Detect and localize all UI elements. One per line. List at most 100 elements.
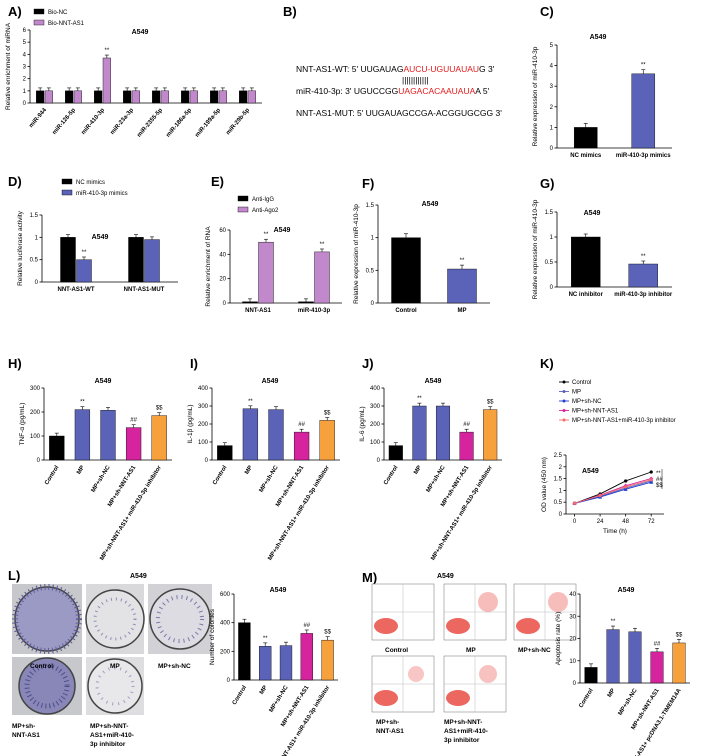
- chart-title: A549: [274, 227, 291, 234]
- dish-control-colonies: [12, 584, 82, 654]
- legend-marker: [562, 418, 566, 422]
- bar: [60, 237, 76, 283]
- x-tick-label: MP+sh-NNT-AS1+ miR-410-3p inhibitor: [99, 464, 163, 561]
- bar: [238, 622, 251, 681]
- y-tick-label: 1.5: [554, 477, 563, 483]
- y-tick-label: 400: [370, 386, 381, 392]
- bar: [298, 301, 314, 304]
- dish-shnnt: [18, 657, 76, 715]
- legend-swatch: [61, 189, 73, 196]
- panel-label-b: B): [283, 4, 297, 19]
- bar: [128, 237, 144, 283]
- x-tick-label: miR-186a-5p: [165, 107, 193, 138]
- panel-label-h: H): [8, 356, 22, 371]
- y-tick-label: 2: [559, 465, 563, 471]
- bar: [218, 90, 227, 104]
- chart-a: 0 1 2 3 4 5 6 Relative enrichment of miRNA A549 m…: [5, 8, 262, 139]
- bar: [314, 251, 330, 304]
- y-axis-label: TNF-α (pg/mL): [19, 403, 26, 446]
- chart-i: 0 100 200 300 400 IL-1β (pg/mL) A549 Control ** M…: [187, 378, 340, 562]
- bar: [144, 239, 160, 283]
- legend-swatch: [33, 19, 45, 26]
- panel-label-l: L): [8, 568, 20, 583]
- data-point: [649, 478, 653, 482]
- y-tick-label: 0.5: [545, 260, 554, 266]
- legend-swatch: [33, 8, 45, 15]
- bar: [483, 409, 498, 461]
- bar: [391, 237, 421, 304]
- x-tick-label: MP: [607, 688, 617, 699]
- mut-label: NNT-AS1-MUT:: [296, 108, 355, 118]
- x-tick-label: miR-2355-5p: [136, 107, 164, 138]
- x-tick-label: 72: [648, 519, 655, 525]
- y-tick-label: 0.5: [30, 258, 39, 264]
- significance-mark: ##: [130, 418, 137, 424]
- y-tick-label: 3: [550, 84, 554, 90]
- significance-mark: $$: [656, 483, 663, 489]
- chart-d: 0 0.5 1 1.5 Relative luciferase activity A549…: [17, 178, 178, 293]
- bar: [242, 301, 258, 304]
- y-tick-label: 2.5: [554, 453, 563, 459]
- y-axis-label: Relative luciferase activity: [17, 210, 24, 286]
- y-tick-label: 30: [569, 614, 576, 620]
- y-axis-label: IL-1β (pg/mL): [187, 404, 194, 443]
- flow-label-inhib-2: AS1+miR-410-: [444, 728, 488, 735]
- panel-label-m: M): [362, 570, 377, 585]
- significance-mark: $$: [487, 400, 494, 406]
- x-tick-label: MP+sh-NC: [269, 684, 290, 713]
- significance-mark: **: [460, 258, 465, 264]
- significance-mark: ##: [654, 641, 661, 647]
- chart-title: A549: [425, 378, 442, 385]
- y-axis-label: Relative expression of miR-410-3p: [353, 204, 360, 304]
- bar: [74, 409, 91, 461]
- flow-label-control: Control: [385, 647, 408, 654]
- x-tick-label: Control: [44, 465, 61, 487]
- y-tick-label: 0: [377, 458, 381, 464]
- legend-label: MP+sh-NNT-AS1: [572, 409, 619, 415]
- mir-seq-pre: 3' UGUCCGG: [345, 86, 398, 96]
- dish-label-control: Control: [30, 663, 53, 670]
- x-tick-label: Control: [578, 688, 595, 710]
- x-tick-label: NC inhibitor: [569, 292, 604, 298]
- chart-title: A549: [422, 201, 439, 208]
- y-tick-label: 100: [30, 434, 41, 440]
- wt-seq-post: G 3': [479, 64, 495, 74]
- y-tick-label: 400: [198, 386, 209, 392]
- x-tick-label: 24: [597, 519, 604, 525]
- significance-mark: **: [80, 400, 85, 406]
- data-point: [624, 479, 628, 483]
- bar: [94, 90, 103, 104]
- bar: [44, 90, 53, 104]
- chart-title: A549: [262, 378, 279, 385]
- dish-shnc-colonies: [156, 595, 204, 643]
- flow-label-shnnt-1: MP+sh-: [376, 719, 399, 726]
- significance-mark: **: [320, 242, 325, 248]
- significance-mark: $$: [324, 630, 331, 636]
- significance-mark: **: [656, 471, 661, 477]
- y-tick-label: 5: [23, 40, 27, 46]
- bar: [672, 642, 686, 684]
- y-tick-label: 40: [219, 252, 226, 258]
- y-tick-label: 2: [23, 77, 27, 83]
- y-tick-label: 0: [223, 301, 227, 307]
- x-tick-label: NC mimics: [570, 153, 602, 159]
- colony-title: A549: [130, 573, 147, 580]
- y-tick-label: 1: [23, 89, 27, 95]
- flow-label-inhib-3: 3p inhibitor: [444, 737, 480, 744]
- bar: [293, 431, 310, 461]
- svg-text:NNT-AS1-WT: 5' UUGAUAGAUCU-UGU: NNT-AS1-WT: 5' UUGAUAGAUCU-UGUUAUAUG 3': [296, 64, 495, 74]
- bar: [447, 268, 477, 304]
- legend-marker: [562, 390, 566, 393]
- y-axis-label: OD value (450 nm): [541, 457, 548, 512]
- bar: [631, 73, 656, 149]
- dish-label-inhib-1: MP+sh-NNT-: [90, 723, 128, 730]
- x-tick-label: miR-410-3p: [81, 107, 107, 136]
- chart-title: A549: [95, 378, 112, 385]
- x-tick-label: Control: [395, 308, 417, 314]
- significance-mark: $$: [156, 406, 163, 412]
- flow-plot-inhib: [443, 655, 507, 713]
- x-tick-label: 48: [622, 519, 629, 525]
- x-tick-label: Control: [383, 465, 400, 487]
- x-tick-label: NNT-AS1-WT: [58, 287, 95, 293]
- y-tick-label: 1.5: [30, 213, 39, 219]
